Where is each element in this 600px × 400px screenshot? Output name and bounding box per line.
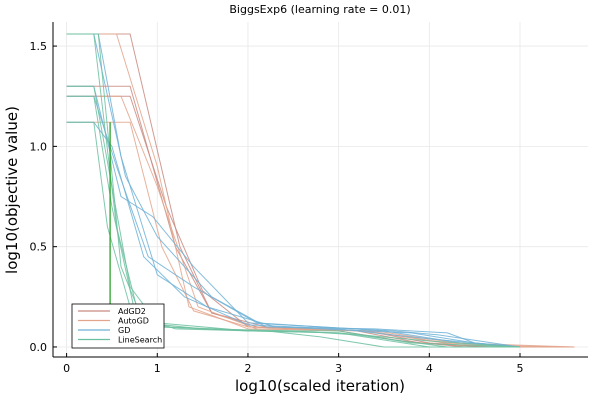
series-adgd2 xyxy=(66,33,575,348)
x-tick-label: 4 xyxy=(426,362,433,375)
x-tick-label: 2 xyxy=(244,362,251,375)
series-line xyxy=(66,121,575,348)
series-line xyxy=(66,33,575,348)
y-tick-label: 1.5 xyxy=(30,40,48,53)
x-tick-label: 3 xyxy=(335,362,342,375)
chart-title: BiggsExp6 (learning rate = 0.01) xyxy=(229,3,410,16)
legend-label: GD xyxy=(118,326,130,335)
legend-label: LineSearch xyxy=(118,336,162,345)
series-line xyxy=(66,33,521,348)
x-tick-label: 0 xyxy=(63,362,70,375)
y-tick-label: 0.0 xyxy=(30,341,48,354)
series-line xyxy=(66,95,575,348)
y-axis-label: log10(objective value) xyxy=(3,106,21,274)
x-tick-label: 1 xyxy=(154,362,161,375)
x-axis-label: log10(scaled iteration) xyxy=(235,377,405,395)
legend-label: AutoGD xyxy=(118,317,149,326)
y-ticks: 0.0 0.5 1.0 1.5 xyxy=(30,40,57,354)
series-layer xyxy=(66,33,575,348)
legend-label: AdGD2 xyxy=(118,307,146,316)
series-line xyxy=(66,33,521,348)
series-linesearch xyxy=(66,33,521,348)
series-autogd xyxy=(66,33,575,348)
x-tick-label: 5 xyxy=(516,362,523,375)
series-line xyxy=(66,33,520,348)
y-tick-label: 1.0 xyxy=(30,140,48,153)
y-tick-label: 0.5 xyxy=(30,241,48,254)
series-gd xyxy=(66,33,521,348)
series-line xyxy=(66,33,575,348)
x-ticks: 0 1 2 3 4 5 xyxy=(63,353,523,375)
